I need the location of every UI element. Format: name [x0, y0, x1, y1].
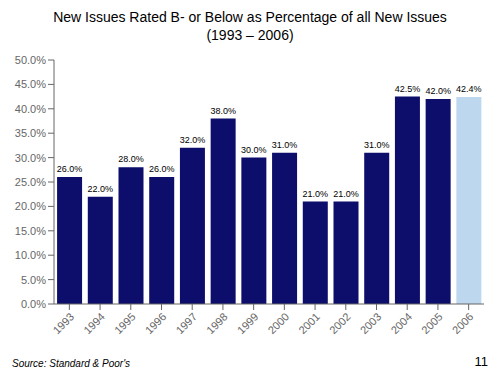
html-text:New Issues Rated B- or Below a: New Issues Rated B- or Below as Percenta… — [53, 9, 447, 25]
svg-text:1999: 1999 — [235, 310, 261, 336]
svg-text:1994: 1994 — [81, 310, 107, 336]
svg-text:42.0%: 42.0% — [425, 86, 451, 96]
svg-text:0.0%: 0.0% — [21, 298, 46, 310]
svg-text:2002: 2002 — [327, 310, 353, 336]
svg-text:2000: 2000 — [265, 310, 291, 336]
svg-text:35.0%: 35.0% — [15, 127, 46, 139]
svg-text:2005: 2005 — [419, 310, 445, 336]
html-text:Source: Standard & Poor's: Source: Standard & Poor's — [12, 358, 131, 369]
svg-text:26.0%: 26.0% — [149, 164, 175, 174]
svg-text:10.0%: 10.0% — [15, 249, 46, 261]
svg-text:2004: 2004 — [388, 310, 414, 336]
svg-text:50.0%: 50.0% — [15, 54, 46, 66]
svg-text:30.0%: 30.0% — [15, 152, 46, 164]
svg-text:40.0%: 40.0% — [15, 103, 46, 115]
svg-text:32.0%: 32.0% — [180, 135, 206, 145]
svg-text:45.0%: 45.0% — [15, 78, 46, 90]
svg-text:1995: 1995 — [112, 310, 138, 336]
svg-text:1993: 1993 — [50, 310, 76, 336]
svg-text:2001: 2001 — [296, 310, 322, 336]
svg-text:31.0%: 31.0% — [364, 140, 390, 150]
svg-text:22.0%: 22.0% — [88, 184, 114, 194]
svg-text:2006: 2006 — [450, 310, 476, 336]
svg-text:15.0%: 15.0% — [15, 225, 46, 237]
svg-text:25.0%: 25.0% — [15, 176, 46, 188]
svg-text:1996: 1996 — [143, 310, 169, 336]
svg-text:31.0%: 31.0% — [272, 140, 298, 150]
svg-text:42.4%: 42.4% — [456, 84, 482, 94]
svg-text:30.0%: 30.0% — [241, 145, 267, 155]
svg-text:20.0%: 20.0% — [15, 200, 46, 212]
svg-text:1997: 1997 — [173, 310, 199, 336]
svg-text:38.0%: 38.0% — [210, 106, 236, 116]
svg-text:2003: 2003 — [358, 310, 384, 336]
svg-text:28.0%: 28.0% — [118, 154, 144, 164]
svg-text:1998: 1998 — [204, 310, 230, 336]
svg-text:5.0%: 5.0% — [21, 274, 46, 286]
svg-text:21.0%: 21.0% — [333, 189, 359, 199]
svg-text:42.5%: 42.5% — [395, 84, 421, 94]
svg-text:26.0%: 26.0% — [57, 164, 83, 174]
html-text:(1993 – 2006): (1993 – 2006) — [206, 27, 294, 43]
svg-text:21.0%: 21.0% — [303, 189, 329, 199]
html-text:11: 11 — [474, 354, 488, 369]
